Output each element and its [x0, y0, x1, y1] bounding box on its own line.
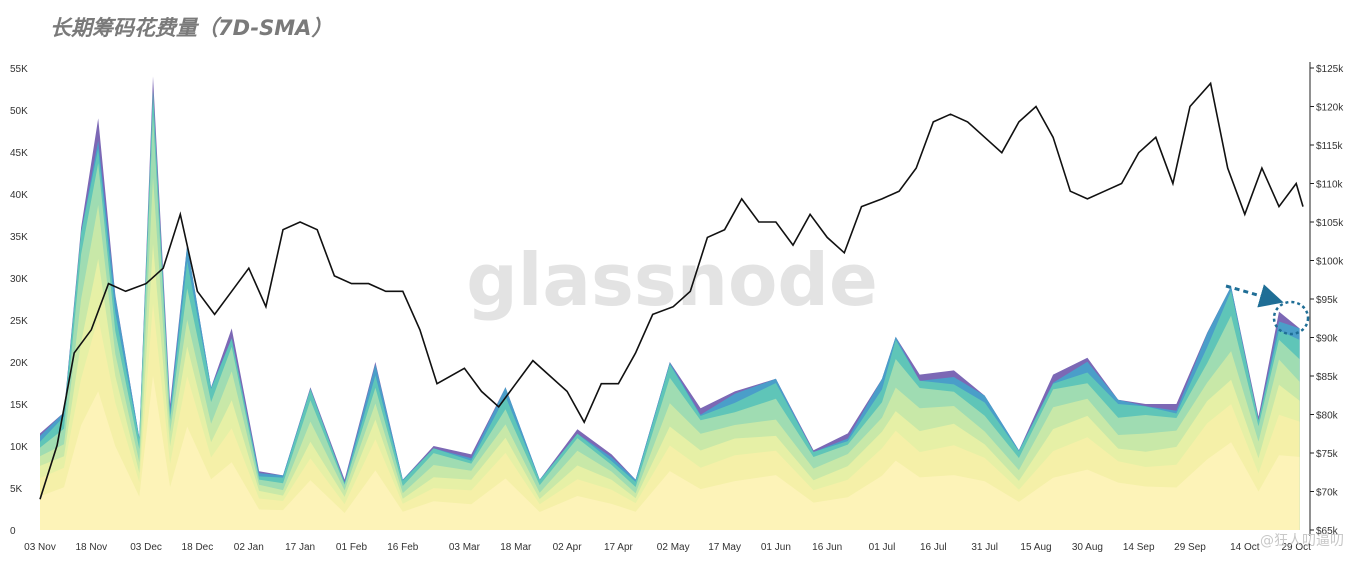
x-tick-label: 29 Oct [1281, 542, 1311, 553]
area-bands [40, 76, 1300, 531]
area-band-1 [40, 303, 1300, 530]
area-band-4 [40, 114, 1300, 531]
y-right-tick-label: $110k [1316, 180, 1344, 191]
x-tick-label: 17 Jan [285, 542, 315, 553]
y-left-tick-label: 15K [10, 400, 28, 411]
x-tick-label: 18 Nov [75, 542, 107, 553]
area-band-0 [40, 375, 1300, 530]
x-tick-label: 17 Apr [604, 542, 634, 553]
x-tick-label: 02 Jan [234, 542, 264, 553]
axes: 0 5K 10K 15K 20K 25K 30K 35K 40K 45K 50K 55K $65k $70… [10, 62, 1344, 553]
x-tick-label: 18 Mar [500, 542, 532, 553]
x-tick-label: 14 Sep [1123, 542, 1155, 553]
x-tick-label: 16 Jun [812, 542, 842, 553]
y-right-tick-label: $90k [1316, 334, 1339, 345]
x-tick-label: 29 Sep [1174, 542, 1206, 553]
y-left-tick-label: 35K [10, 232, 28, 243]
x-tick-label: 03 Mar [449, 542, 481, 553]
y-left-tick-label: 40K [10, 190, 28, 201]
price-line-layer [39, 81, 1304, 500]
x-tick-label: 18 Dec [182, 542, 214, 553]
y-left-tick-label: 10K [10, 442, 28, 453]
watermark: glassnode [466, 238, 878, 322]
y-right-tick-label: $100k [1316, 257, 1344, 268]
x-tick-label: 02 May [657, 542, 690, 553]
chart-title: 长期筹码花费量（7D-SMA） [50, 16, 333, 40]
x-tick-label: 31 Jul [971, 542, 998, 553]
x-tick-label: 01 Feb [336, 542, 368, 553]
y-right-tick-label: $70k [1316, 488, 1339, 499]
y-left-tick-label: 55K [10, 64, 28, 75]
y-right-tick-label: $75k [1316, 449, 1339, 460]
x-tick-label: 03 Nov [24, 542, 56, 553]
y-left-tick-label: 45K [10, 148, 28, 159]
x-tick-label: 03 Dec [130, 542, 162, 553]
area-band-3 [40, 177, 1300, 530]
y-right-tick-label: $95k [1316, 295, 1339, 306]
x-tick-label: 16 Feb [387, 542, 419, 553]
annotation-layer [1225, 284, 1310, 336]
y-left-tick-label: 30K [10, 274, 28, 285]
y-right-tick-label: $80k [1316, 411, 1339, 422]
author-credit: @狂人叨逼叨 [1260, 533, 1344, 549]
y-right-tick-label: $120k [1316, 103, 1344, 114]
x-tick-label: 15 Aug [1020, 542, 1051, 553]
y-right-tick-label: $125k [1316, 64, 1344, 75]
x-tick-label: 01 Jul [869, 542, 896, 553]
x-tick-label: 02 Apr [553, 542, 583, 553]
x-tick-label: 01 Jun [761, 542, 791, 553]
x-tick-label: 14 Oct [1230, 542, 1260, 553]
highlight-circle [1272, 300, 1310, 336]
y-left-tick-label: 20K [10, 358, 28, 369]
x-tick-label: 17 May [708, 542, 741, 553]
y-right-tick-label: $105k [1316, 218, 1344, 229]
y-left-tick-label: 5K [10, 484, 23, 495]
y-left-tick-label: 25K [10, 316, 28, 327]
x-tick-label: 30 Aug [1072, 542, 1103, 553]
price-line [39, 81, 1304, 500]
y-left-tick-label: 0 [10, 526, 16, 537]
y-right-tick-label: $65k [1316, 526, 1339, 537]
y-right-tick-label: $85k [1316, 372, 1339, 383]
x-tick-label: 16 Jul [920, 542, 947, 553]
y-right-tick-label: $115k [1316, 141, 1344, 152]
y-left-tick-label: 50K [10, 106, 28, 117]
